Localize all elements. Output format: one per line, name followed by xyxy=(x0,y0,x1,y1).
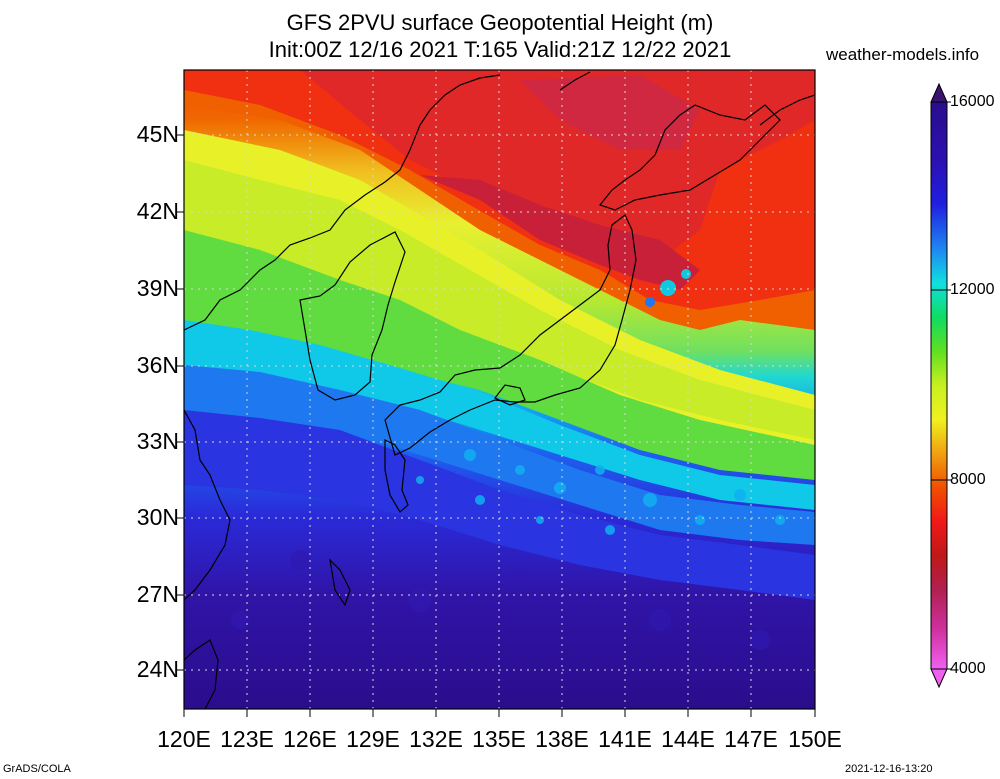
lat-label: 42N xyxy=(136,198,179,224)
lon-label: 135E xyxy=(472,726,526,752)
contour-bands xyxy=(184,70,815,650)
lon-label: 126E xyxy=(283,726,337,752)
colorbar xyxy=(930,82,951,689)
lon-label: 123E xyxy=(220,726,274,752)
footer-timestamp: 2021-12-16-13:20 xyxy=(845,763,933,775)
lon-label: 138E xyxy=(535,726,589,752)
colorbar-label: 8000 xyxy=(950,471,986,488)
footer-software: GrADS/COLA xyxy=(3,763,71,775)
colorbar-label: 12000 xyxy=(950,281,995,298)
lat-label: 27N xyxy=(136,581,179,607)
chart-subtitle: Init:00Z 12/16 2021 T:165 Valid:21Z 12/2… xyxy=(268,37,732,62)
site-credit: weather-models.info xyxy=(826,45,980,64)
lon-label: 120E xyxy=(157,726,211,752)
lat-label: 39N xyxy=(136,275,179,301)
coastlines xyxy=(184,71,815,709)
lon-label: 150E xyxy=(788,726,842,752)
colorbar-label: 4000 xyxy=(950,660,986,677)
colorbar-label: 16000 xyxy=(950,93,995,110)
lat-label: 30N xyxy=(136,504,179,530)
lon-label: 144E xyxy=(661,726,715,752)
lat-label: 36N xyxy=(136,352,179,378)
lat-label: 24N xyxy=(136,656,179,682)
graticule xyxy=(184,70,815,709)
lon-label: 129E xyxy=(346,726,400,752)
lon-label: 132E xyxy=(409,726,463,752)
axis-ticks xyxy=(176,134,816,717)
chart-title: GFS 2PVU surface Geopotential Height (m) xyxy=(286,10,714,35)
lon-label: 147E xyxy=(724,726,778,752)
lat-label: 45N xyxy=(136,121,179,147)
lon-label: 141E xyxy=(598,726,652,752)
lat-label: 33N xyxy=(136,428,179,454)
